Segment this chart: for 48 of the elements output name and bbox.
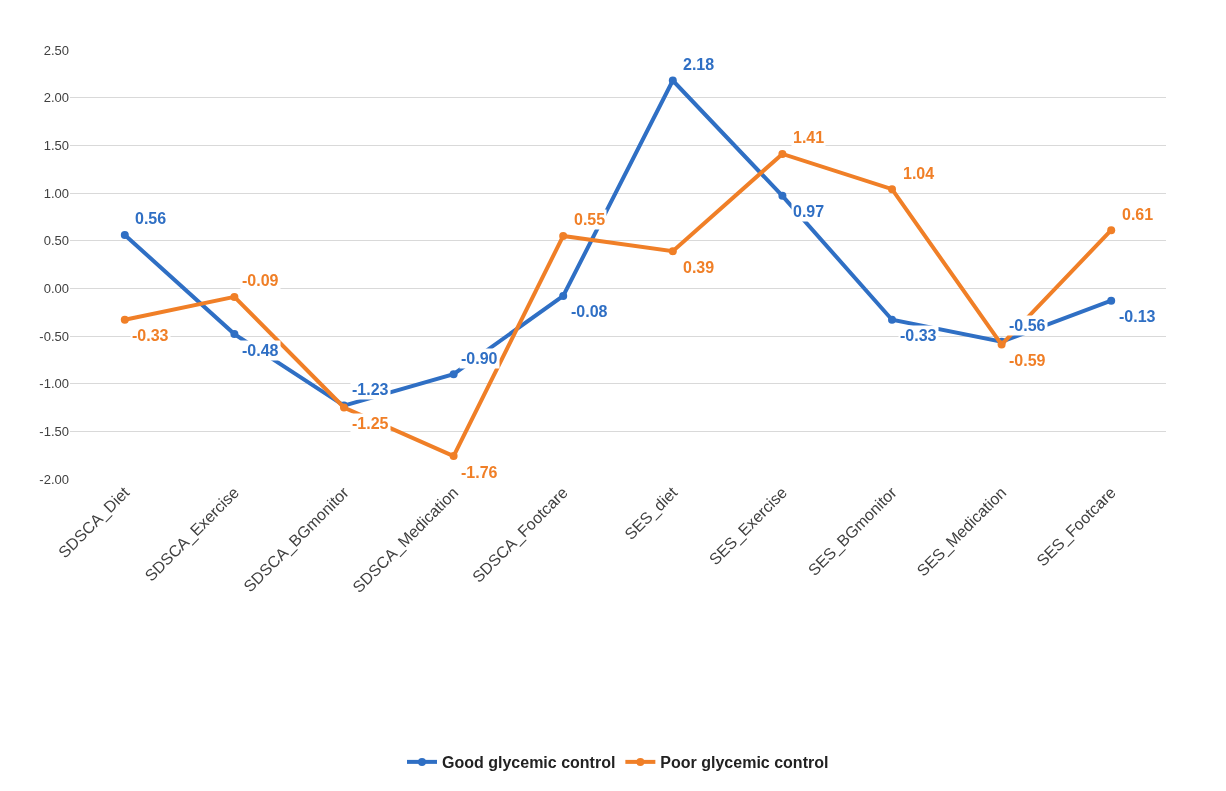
point bbox=[888, 315, 896, 324]
point bbox=[559, 231, 568, 240]
data-label: -0.56 bbox=[1009, 317, 1046, 334]
point bbox=[1107, 296, 1116, 305]
data-label: -0.48 bbox=[242, 342, 279, 359]
y-tick-label: 1.50 bbox=[43, 137, 69, 153]
y-tick-label: 0.00 bbox=[43, 280, 69, 296]
data-label: 0.55 bbox=[574, 211, 606, 228]
data-label: 0.39 bbox=[683, 259, 715, 276]
legend-label: Good glycemic control bbox=[442, 754, 616, 772]
data-label: -0.08 bbox=[571, 303, 608, 320]
point bbox=[449, 452, 458, 461]
data-label: -0.13 bbox=[1119, 308, 1156, 325]
y-tick-label: -1.50 bbox=[39, 423, 69, 439]
y-tick-label: 2.00 bbox=[43, 90, 69, 106]
data-label: 2.18 bbox=[683, 56, 715, 73]
data-label: -0.90 bbox=[461, 350, 498, 367]
point bbox=[120, 315, 129, 324]
data-label: 1.41 bbox=[793, 129, 825, 146]
y-tick-label: -2.00 bbox=[39, 471, 69, 487]
point bbox=[778, 191, 787, 200]
y-tick-label: -0.50 bbox=[39, 328, 69, 344]
point bbox=[559, 291, 568, 300]
data-label: 0.61 bbox=[1122, 206, 1154, 223]
point bbox=[120, 230, 129, 239]
data-label: -0.33 bbox=[900, 327, 937, 344]
point bbox=[668, 247, 677, 256]
data-label: -0.33 bbox=[132, 327, 169, 344]
point bbox=[778, 149, 787, 158]
point bbox=[888, 185, 896, 194]
point bbox=[230, 292, 239, 301]
point bbox=[668, 76, 677, 85]
point bbox=[230, 330, 239, 339]
data-label: 0.97 bbox=[793, 203, 825, 220]
data-label: 0.56 bbox=[135, 210, 167, 227]
legend-label: Poor glycemic control bbox=[660, 754, 829, 772]
data-label: 1.04 bbox=[903, 165, 935, 182]
point bbox=[1107, 226, 1116, 235]
data-label: -1.25 bbox=[352, 415, 389, 432]
point bbox=[449, 370, 458, 379]
data-label: -1.76 bbox=[461, 464, 498, 481]
y-tick-label: 2.50 bbox=[43, 42, 69, 58]
y-tick-label: -1.00 bbox=[39, 376, 69, 392]
y-tick-label: 1.00 bbox=[43, 185, 69, 201]
data-label: -0.09 bbox=[242, 272, 279, 289]
y-tick-label: 0.50 bbox=[43, 233, 69, 249]
data-label: -1.23 bbox=[352, 381, 389, 398]
data-label: -0.59 bbox=[1009, 352, 1046, 369]
